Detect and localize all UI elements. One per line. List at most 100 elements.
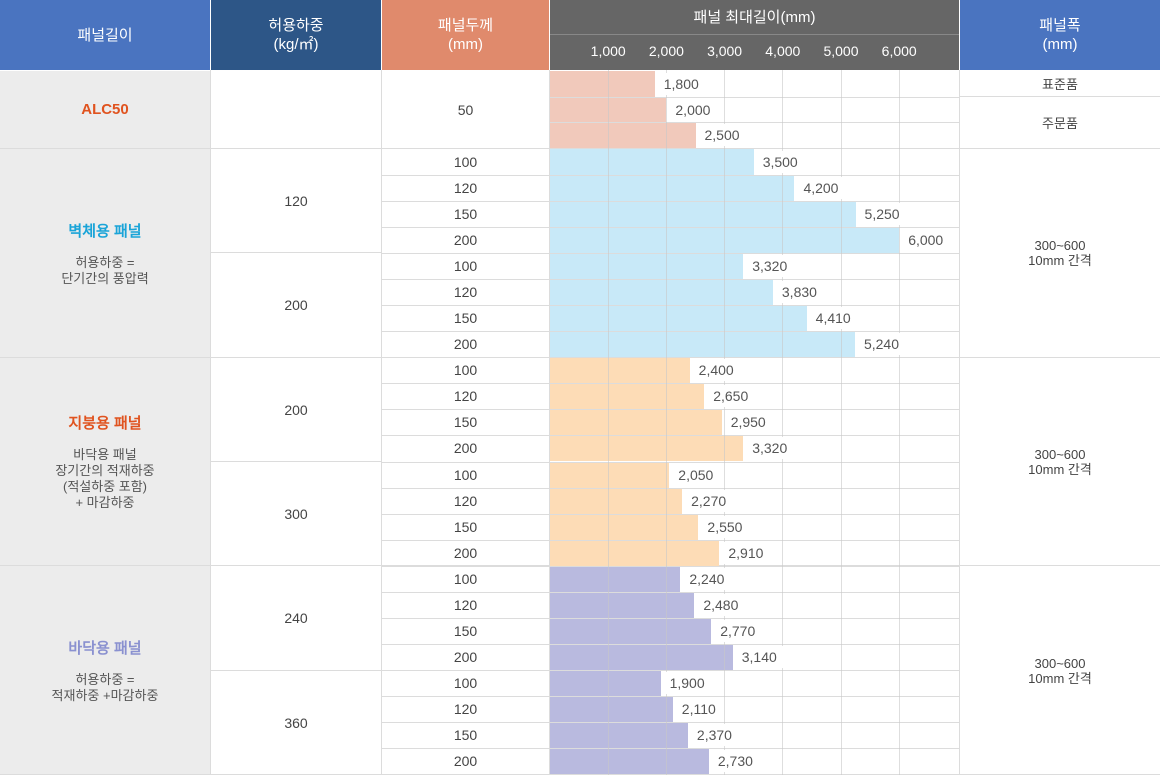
category-floor-desc-1: 허용하중 =	[75, 672, 135, 687]
data-label: 3,830	[775, 281, 823, 304]
category-roof-desc-3: (적설하중 포함)	[62, 479, 148, 494]
data-label: 2,650	[707, 385, 755, 408]
width-floor-range: 300~600	[1034, 655, 1086, 671]
category-roof-title: 지붕용 패널	[68, 415, 142, 432]
row-divider	[382, 513, 959, 515]
row-divider	[550, 122, 959, 124]
bar	[550, 747, 709, 774]
row-divider	[382, 643, 959, 645]
load-value: 120	[284, 192, 308, 209]
grid-line	[211, 252, 381, 253]
width-roof-range: 300~600	[1034, 446, 1086, 462]
width-wall-range: 300~600	[1034, 238, 1086, 253]
thickness-label: 120	[453, 180, 478, 197]
x-grid-line	[608, 70, 609, 775]
data-label: 4,410	[809, 307, 857, 330]
grid-line	[959, 70, 960, 775]
x-grid-line	[899, 70, 900, 775]
data-label: 3,320	[746, 255, 794, 278]
bar	[550, 539, 720, 566]
row-divider	[382, 279, 959, 281]
category-roof-panel: 지붕용 패널 바닥용 패널 장기간의 적재하중 (적설하중 포함) + 마감하중	[0, 358, 210, 565]
header-panel-thickness: 패널두께 (mm)	[382, 0, 549, 70]
bar	[550, 253, 744, 280]
grid-line	[210, 70, 211, 775]
thickness-label: 200	[453, 336, 478, 353]
bar	[550, 175, 795, 202]
bar	[550, 669, 661, 696]
row-divider	[382, 409, 959, 411]
bar	[550, 357, 690, 384]
row-divider	[382, 253, 959, 255]
bar	[550, 122, 696, 148]
data-label: 2,000	[669, 98, 717, 121]
category-alc50: ALC50	[0, 71, 210, 148]
row-divider	[382, 305, 959, 307]
category-wall-panel: 벽체용 패널 허용하중 = 단기간의 풍압력	[0, 149, 210, 357]
bar	[550, 409, 722, 436]
x-grid-line	[782, 70, 783, 775]
category-floor-panel: 바닥용 패널 허용하중 = 적재하중 +마감하중	[0, 566, 210, 775]
width-floor-step: 10mm 간격	[1028, 670, 1092, 686]
thickness-label: 150	[453, 726, 478, 743]
x-tick-label: 2,000	[648, 43, 684, 59]
data-label: 2,240	[683, 567, 731, 590]
row-divider	[382, 461, 959, 463]
data-label: 6,000	[902, 229, 950, 252]
x-tick-label: 6,000	[881, 43, 917, 59]
thickness-label: 120	[453, 388, 478, 405]
x-grid-line	[841, 70, 842, 775]
x-tick-label: 5,000	[823, 43, 859, 59]
header-thickness-line2: (mm)	[448, 36, 483, 53]
bar	[550, 487, 683, 514]
category-floor-title: 바닥용 패널	[68, 640, 142, 657]
width-floor: 300~600 10mm 간격	[960, 566, 1160, 775]
grid-line	[211, 461, 381, 462]
row-divider	[382, 747, 959, 749]
load-cell: 240	[211, 566, 381, 670]
width-custom: 주문품	[960, 97, 1160, 148]
category-floor-desc-2: 적재하중 +마감하중	[51, 688, 159, 703]
thickness-label: 120	[453, 700, 478, 717]
header-divider	[550, 34, 959, 35]
load-cell: 200	[211, 358, 381, 461]
row-divider	[382, 331, 959, 333]
load-value: 240	[284, 610, 308, 626]
bar	[550, 617, 712, 644]
data-label: 2,110	[675, 697, 722, 720]
thickness-label: 50	[457, 101, 474, 118]
thickness-label: 100	[453, 362, 478, 379]
category-roof-desc-4: + 마감하중	[75, 495, 135, 510]
data-label: 2,480	[697, 593, 745, 616]
header-load-line2: (kg/㎡)	[273, 36, 319, 53]
load-cell: 200	[211, 253, 381, 357]
x-grid-line	[724, 70, 725, 775]
row-divider	[382, 695, 959, 697]
bar	[550, 461, 670, 488]
bar	[550, 279, 773, 306]
row-divider	[382, 591, 959, 593]
data-label: 2,370	[690, 723, 738, 746]
thickness-label: 100	[453, 258, 478, 275]
x-tick-label: 1,000	[590, 43, 626, 59]
row-divider	[550, 96, 959, 98]
row-divider	[382, 201, 959, 203]
row-divider	[382, 383, 959, 385]
thickness-label: 120	[453, 492, 478, 509]
thickness-label: 100	[453, 570, 478, 587]
row-divider	[382, 669, 959, 671]
bar	[550, 643, 733, 670]
header-panel-length: 패널길이	[0, 0, 210, 70]
header-load-line1: 허용하중	[268, 17, 324, 34]
bar	[550, 331, 855, 358]
width-roof: 300~600 10mm 간격	[960, 358, 1160, 565]
data-label: 5,240	[857, 333, 905, 356]
width-standard: 표준품	[960, 71, 1160, 96]
data-label: 2,910	[722, 541, 770, 564]
grid-line	[0, 148, 1160, 149]
row-divider	[382, 721, 959, 723]
category-wall-title: 벽체용 패널	[68, 222, 142, 240]
x-tick-label: 3,000	[707, 43, 743, 59]
thickness-label: 100	[453, 466, 478, 483]
